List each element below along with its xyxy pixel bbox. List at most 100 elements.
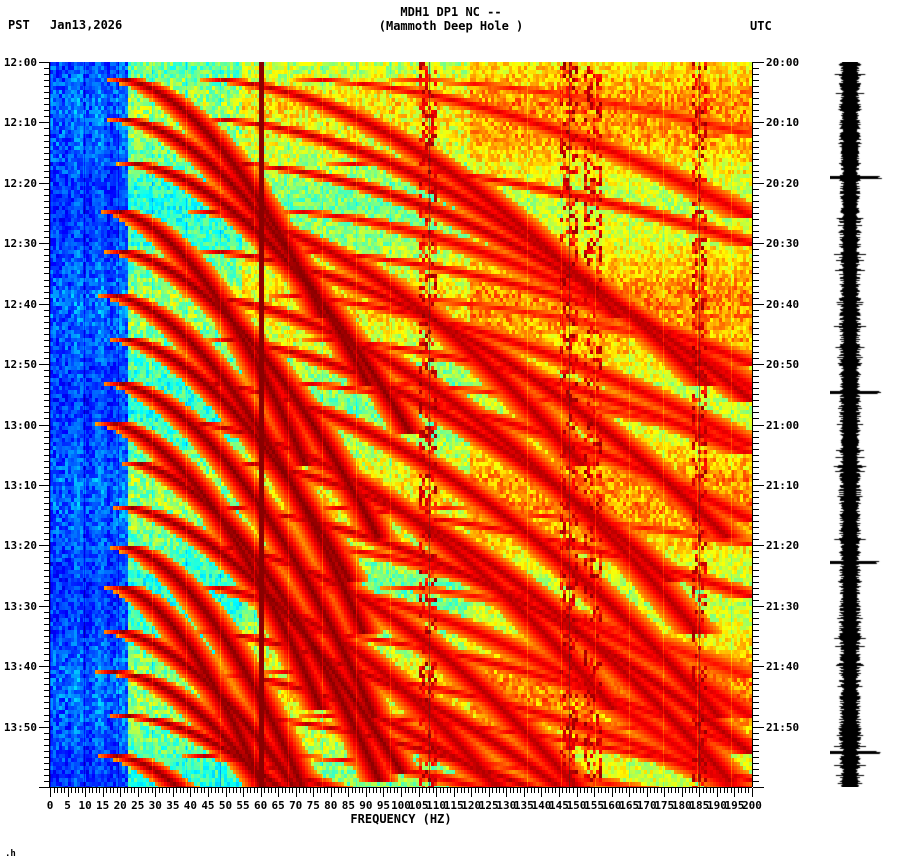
freq-tick-minor: [534, 788, 535, 793]
time-label-utc: 20:30: [766, 237, 800, 251]
corner-artifact: .h: [5, 849, 16, 859]
time-tick-minor: [44, 334, 50, 335]
time-tick-major: [39, 304, 50, 305]
freq-tick-minor: [355, 788, 356, 793]
time-tick-minor: [753, 708, 759, 709]
time-label-pst: 12:30: [3, 237, 37, 251]
time-tick-minor: [44, 763, 50, 764]
freq-tick-major: [752, 788, 753, 797]
time-tick-minor: [44, 406, 50, 407]
time-tick-major: [753, 183, 764, 184]
time-tick-minor: [44, 654, 50, 655]
time-tick-minor: [44, 769, 50, 770]
time-tick-minor: [753, 195, 759, 196]
time-tick-minor: [753, 376, 759, 377]
freq-tick-minor: [218, 788, 219, 793]
freq-tick-minor: [408, 788, 409, 793]
freq-tick-minor: [61, 788, 62, 793]
time-tick-minor: [753, 570, 759, 571]
freq-tick-minor: [148, 788, 149, 793]
freq-tick-major: [243, 788, 244, 797]
time-tick-minor: [753, 763, 759, 764]
time-tick-minor: [753, 261, 759, 262]
time-tick-minor: [44, 219, 50, 220]
time-tick-major: [39, 364, 50, 365]
time-tick-minor: [44, 491, 50, 492]
time-label-utc: 21:30: [766, 599, 800, 613]
freq-label: 140: [531, 799, 552, 812]
time-tick-minor: [44, 557, 50, 558]
freq-tick-major: [506, 788, 507, 797]
freq-tick-minor: [134, 788, 135, 793]
freq-tick-minor: [415, 788, 416, 793]
freq-tick-minor: [650, 788, 651, 793]
freq-tick-minor: [503, 788, 504, 793]
time-tick-minor: [44, 715, 50, 716]
freq-tick-minor: [71, 788, 72, 793]
time-tick-minor: [753, 600, 759, 601]
freq-label: 195: [724, 799, 745, 812]
time-tick-minor: [44, 388, 50, 389]
time-tick-minor: [753, 249, 759, 250]
time-tick-minor: [753, 672, 759, 673]
freq-tick-minor: [169, 788, 170, 793]
time-tick-minor: [753, 388, 759, 389]
freq-tick-major: [261, 788, 262, 797]
freq-tick-minor: [520, 788, 521, 793]
freq-tick-minor: [78, 788, 79, 793]
freq-tick-minor: [738, 788, 739, 793]
freq-tick-major: [103, 788, 104, 797]
freq-label: 110: [426, 799, 447, 812]
time-label-utc: 20:10: [766, 116, 800, 130]
freq-tick-minor: [710, 788, 711, 793]
time-tick-minor: [44, 503, 50, 504]
time-tick-minor: [44, 582, 50, 583]
time-tick-minor: [753, 406, 759, 407]
spectrogram-plot-area[interactable]: [50, 62, 752, 787]
freq-label: 160: [601, 799, 622, 812]
time-tick-minor: [44, 721, 50, 722]
freq-tick-minor: [499, 788, 500, 793]
freq-tick-minor: [204, 788, 205, 793]
freq-tick-minor: [92, 788, 93, 793]
freq-tick-minor: [197, 788, 198, 793]
time-tick-minor: [753, 310, 759, 311]
time-tick-minor: [44, 346, 50, 347]
freq-tick-major: [313, 788, 314, 797]
freq-label: 40: [183, 799, 198, 812]
time-tick-major: [753, 304, 764, 305]
freq-label: 45: [201, 799, 215, 812]
time-tick-minor: [44, 521, 50, 522]
time-tick-minor: [44, 648, 50, 649]
time-tick-minor: [44, 249, 50, 250]
time-tick-minor: [753, 74, 759, 75]
freq-tick-minor: [584, 788, 585, 793]
time-tick-minor: [753, 684, 759, 685]
time-tick-minor: [44, 110, 50, 111]
freq-tick-minor: [176, 788, 177, 793]
freq-label: 100: [391, 799, 411, 812]
freq-tick-major: [471, 788, 472, 797]
freq-label: 125: [478, 799, 499, 812]
freq-tick-minor: [124, 788, 125, 793]
freq-label: 80: [324, 799, 338, 812]
time-tick-major: [753, 787, 764, 788]
time-tick-minor: [44, 660, 50, 661]
freq-tick-minor: [117, 788, 118, 793]
freq-tick-minor: [369, 788, 370, 793]
freq-label: 60: [253, 799, 268, 812]
freq-tick-minor: [440, 788, 441, 793]
freq-tick-minor: [412, 788, 413, 793]
time-tick-minor: [753, 231, 759, 232]
time-tick-minor: [753, 630, 759, 631]
time-label-pst: 12:50: [3, 358, 37, 372]
freq-tick-minor: [654, 788, 655, 793]
time-tick-minor: [44, 636, 50, 637]
time-tick-minor: [44, 672, 50, 673]
freq-tick-minor: [257, 788, 258, 793]
time-tick-minor: [753, 503, 759, 504]
time-tick-minor: [44, 757, 50, 758]
freq-tick-minor: [306, 788, 307, 793]
freq-label: 65: [271, 799, 285, 812]
time-label-utc: 21:20: [766, 539, 800, 553]
